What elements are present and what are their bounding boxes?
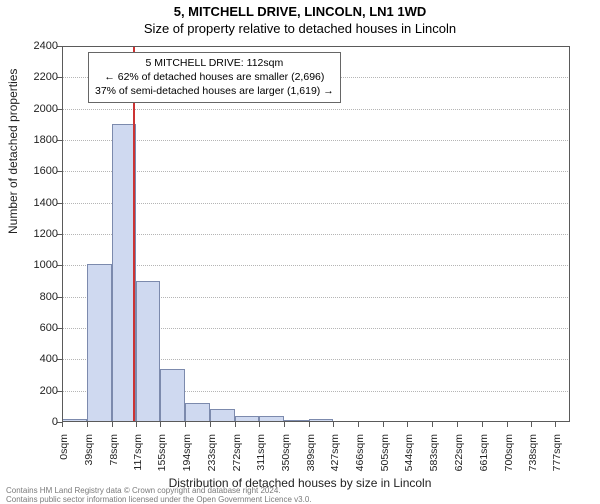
- footer-line2: Contains public sector information licen…: [6, 495, 312, 504]
- ytick-label: 2000: [8, 103, 58, 115]
- xtick-mark: [136, 422, 137, 427]
- ytick-label: 600: [8, 322, 58, 334]
- xtick-mark: [358, 422, 359, 427]
- xtick-mark: [531, 422, 532, 427]
- xtick-mark: [210, 422, 211, 427]
- xtick-mark: [160, 422, 161, 427]
- annotation-line3: 37% of semi-detached houses are larger (…: [95, 84, 334, 98]
- xtick-mark: [407, 422, 408, 427]
- ytick-label: 1200: [8, 228, 58, 240]
- footer-attribution: Contains HM Land Registry data © Crown c…: [6, 486, 312, 504]
- ytick-label: 1400: [8, 197, 58, 209]
- xtick-mark: [62, 422, 63, 427]
- xtick-mark: [112, 422, 113, 427]
- ytick-label: 800: [8, 291, 58, 303]
- xtick-mark: [457, 422, 458, 427]
- title-subtitle: Size of property relative to detached ho…: [0, 21, 600, 36]
- ytick-label: 2200: [8, 71, 58, 83]
- xtick-mark: [507, 422, 508, 427]
- ytick-label: 400: [8, 353, 58, 365]
- ytick-label: 1800: [8, 134, 58, 146]
- xtick-mark: [383, 422, 384, 427]
- xtick-mark: [482, 422, 483, 427]
- title-address: 5, MITCHELL DRIVE, LINCOLN, LN1 1WD: [0, 4, 600, 19]
- xtick-mark: [555, 422, 556, 427]
- xtick-mark: [284, 422, 285, 427]
- ytick-label: 1000: [8, 259, 58, 271]
- annotation-box: 5 MITCHELL DRIVE: 112sqm ← 62% of detach…: [88, 52, 341, 103]
- xtick-mark: [259, 422, 260, 427]
- y-axis-label: Number of detached properties: [6, 69, 20, 234]
- footer-line1: Contains HM Land Registry data © Crown c…: [6, 486, 312, 495]
- ytick-label: 2400: [8, 40, 58, 52]
- annotation-line2: ← 62% of detached houses are smaller (2,…: [95, 70, 334, 84]
- annotation-line1: 5 MITCHELL DRIVE: 112sqm: [95, 56, 334, 70]
- ytick-label: 0: [8, 416, 58, 428]
- xtick-mark: [185, 422, 186, 427]
- xtick-mark: [333, 422, 334, 427]
- xtick-mark: [309, 422, 310, 427]
- ytick-label: 1600: [8, 165, 58, 177]
- xtick-mark: [87, 422, 88, 427]
- xtick-mark: [235, 422, 236, 427]
- ytick-label: 200: [8, 385, 58, 397]
- xtick-mark: [432, 422, 433, 427]
